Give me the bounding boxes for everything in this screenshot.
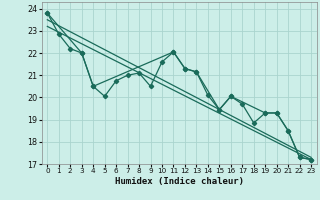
X-axis label: Humidex (Indice chaleur): Humidex (Indice chaleur) [115,177,244,186]
